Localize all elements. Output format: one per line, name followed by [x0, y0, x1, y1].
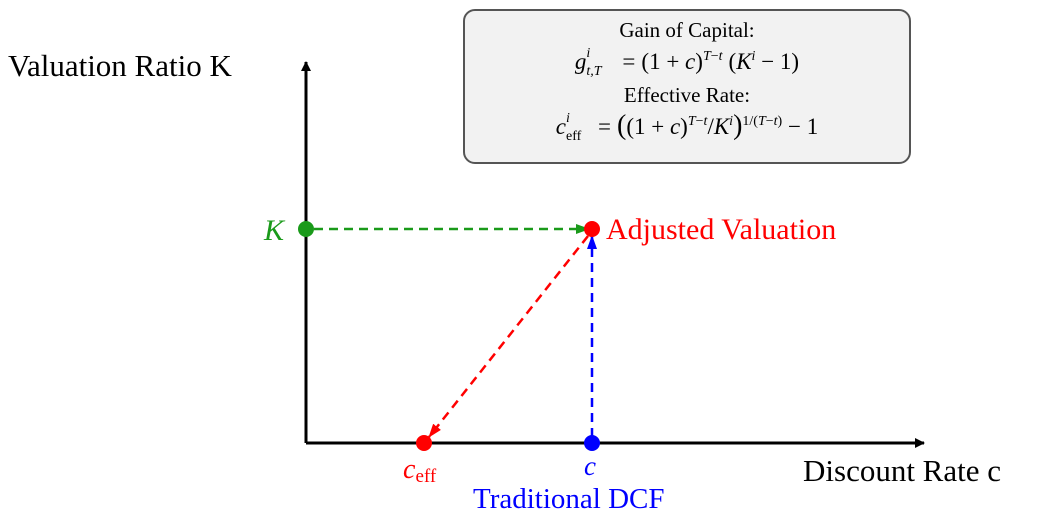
k-label: K	[263, 214, 286, 247]
rate-formula: c i eff = ((1 + c)T−t/Ki)1/(T−t) − 1	[555, 110, 819, 145]
adjusted-valuation-label: Adjusted Valuation	[606, 213, 836, 246]
c-point	[584, 435, 600, 451]
ceff-label: ceff	[403, 454, 437, 487]
gain-formula: g i t,T = (1 + c)T−t (Ki − 1)	[574, 46, 800, 79]
ceff-label-subscript: eff	[415, 466, 436, 487]
ceff-point	[416, 435, 432, 451]
y-axis-label: Valuation Ratio K	[8, 48, 232, 83]
rate-heading: Effective Rate:	[623, 83, 751, 107]
formula-box: Gain of Capital: g i t,T = (1 + c)T−t (Ki − 1…	[463, 9, 911, 164]
ceff-label-main: c	[403, 454, 416, 485]
gain-heading: Gain of Capital:	[619, 18, 755, 42]
adjusted-valuation-point	[584, 221, 600, 237]
traditional-dcf-label: Traditional DCF	[473, 483, 665, 515]
c-label: c	[584, 451, 596, 481]
red-dashed-arrow	[428, 235, 589, 438]
k-point	[298, 221, 314, 237]
x-axis-label: Discount Rate c	[803, 453, 1001, 488]
